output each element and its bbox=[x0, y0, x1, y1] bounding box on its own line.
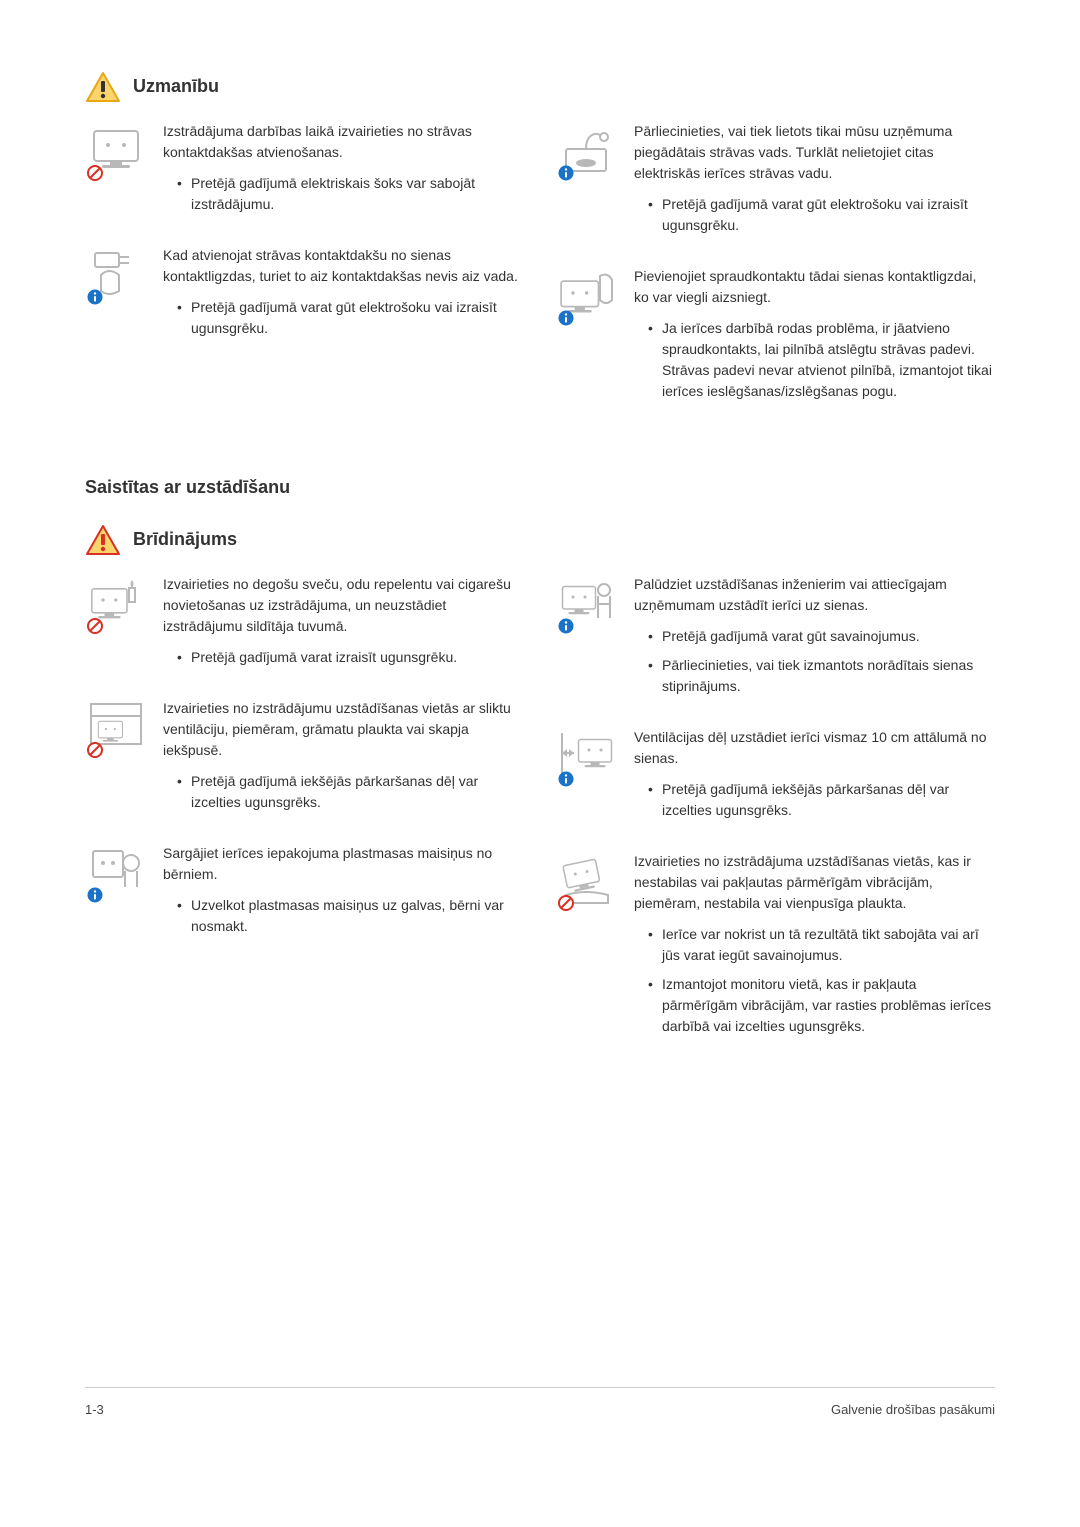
footer-page-number: 1-3 bbox=[85, 1400, 104, 1420]
safety-item: Pievienojiet spraudkontaktu tādai sienas… bbox=[556, 266, 995, 410]
monitor-tilt-prohibit-icon bbox=[556, 851, 618, 913]
safety-item: Ventilācijas dēļ uzstādiet ierīci vismaz… bbox=[556, 727, 995, 829]
page-footer: 1-3 Galvenie drošības pasākumi bbox=[85, 1387, 995, 1420]
item-bullet: Pārliecinieties, vai tiek izmantots norā… bbox=[648, 655, 995, 697]
monitor-candle-prohibit-icon bbox=[85, 574, 147, 636]
safety-item: Kad atvienojat strāvas kontaktdakšu no s… bbox=[85, 245, 524, 347]
item-bullet: Pretējā gadījumā varat gūt elektrošoku v… bbox=[648, 194, 995, 236]
safety-item: Izvairieties no degošu sveču, odu repele… bbox=[85, 574, 524, 676]
bag-child-info-icon bbox=[85, 843, 147, 905]
item-main-text: Izvairieties no izstrādājuma uzstādīšana… bbox=[634, 851, 995, 914]
section1-left-col: Izstrādājuma darbības laikā izvairieties… bbox=[85, 121, 524, 432]
warning-heading: Brīdinājums bbox=[85, 523, 995, 556]
item-main-text: Palūdziet uzstādīšanas inženierim vai at… bbox=[634, 574, 995, 616]
safety-item: Izstrādājuma darbības laikā izvairieties… bbox=[85, 121, 524, 223]
warning-triangle-icon bbox=[85, 523, 121, 556]
monitor-person-info-icon bbox=[556, 574, 618, 636]
item-main-text: Ventilācijas dēļ uzstādiet ierīci vismaz… bbox=[634, 727, 995, 769]
item-main-text: Pārliecinieties, vai tiek lietots tikai … bbox=[634, 121, 995, 184]
safety-item: Izvairieties no izstrādājumu uzstādīšana… bbox=[85, 698, 524, 821]
item-bullet: Izmantojot monitoru vietā, kas ir pakļau… bbox=[648, 974, 995, 1037]
item-bullet: Ja ierīces darbībā rodas problēma, ir jā… bbox=[648, 318, 995, 402]
item-bullet: Pretējā gadījumā iekšējās pārkaršanas dē… bbox=[177, 771, 524, 813]
safety-item: Izvairieties no izstrādājuma uzstādīšana… bbox=[556, 851, 995, 1045]
item-bullet: Pretējā gadījumā elektriskais šoks var s… bbox=[177, 173, 524, 215]
item-bullet: Pretējā gadījumā varat gūt elektrošoku v… bbox=[177, 297, 524, 339]
item-bullet: Pretējā gadījumā iekšējās pārkaršanas dē… bbox=[648, 779, 995, 821]
section1-grid: Izstrādājuma darbības laikā izvairieties… bbox=[85, 121, 995, 432]
section2-title: Saistītas ar uzstādīšanu bbox=[85, 474, 995, 501]
item-main-text: Izvairieties no degošu sveču, odu repele… bbox=[163, 574, 524, 637]
caution-heading-text: Uzmanību bbox=[133, 73, 219, 100]
section2-left-col: Izvairieties no degošu sveču, odu repele… bbox=[85, 574, 524, 1067]
item-main-text: Izvairieties no izstrādājumu uzstādīšana… bbox=[163, 698, 524, 761]
item-bullet: Pretējā gadījumā varat izraisīt ugunsgrē… bbox=[177, 647, 524, 668]
caution-heading: Uzmanību bbox=[85, 70, 995, 103]
item-main-text: Kad atvienojat strāvas kontaktdakšu no s… bbox=[163, 245, 524, 287]
caution-triangle-icon bbox=[85, 70, 121, 103]
plug-hand-info-icon bbox=[85, 245, 147, 307]
safety-item: Palūdziet uzstādīšanas inženierim vai at… bbox=[556, 574, 995, 705]
warning-heading-text: Brīdinājums bbox=[133, 526, 237, 553]
item-main-text: Sargājiet ierīces iepakojuma plastmasas … bbox=[163, 843, 524, 885]
section1-right-col: Pārliecinieties, vai tiek lietots tikai … bbox=[556, 121, 995, 432]
monitor-shelf-prohibit-icon bbox=[85, 698, 147, 760]
footer-chapter: Galvenie drošības pasākumi bbox=[831, 1400, 995, 1420]
item-bullet: Pretējā gadījumā varat gūt savainojumus. bbox=[648, 626, 995, 647]
monitor-distance-info-icon bbox=[556, 727, 618, 789]
section2-right-col: Palūdziet uzstādīšanas inženierim vai at… bbox=[556, 574, 995, 1067]
section2-grid: Izvairieties no degošu sveču, odu repele… bbox=[85, 574, 995, 1067]
safety-item: Pārliecinieties, vai tiek lietots tikai … bbox=[556, 121, 995, 244]
safety-item: Sargājiet ierīces iepakojuma plastmasas … bbox=[85, 843, 524, 945]
monitor-hand-info-icon bbox=[556, 266, 618, 328]
item-bullet: Uzvelkot plastmasas maisiņus uz galvas, … bbox=[177, 895, 524, 937]
monitor-prohibit-icon bbox=[85, 121, 147, 183]
item-bullet: Ierīce var nokrist un tā rezultātā tikt … bbox=[648, 924, 995, 966]
item-main-text: Pievienojiet spraudkontaktu tādai sienas… bbox=[634, 266, 995, 308]
cable-box-info-icon bbox=[556, 121, 618, 183]
item-main-text: Izstrādājuma darbības laikā izvairieties… bbox=[163, 121, 524, 163]
